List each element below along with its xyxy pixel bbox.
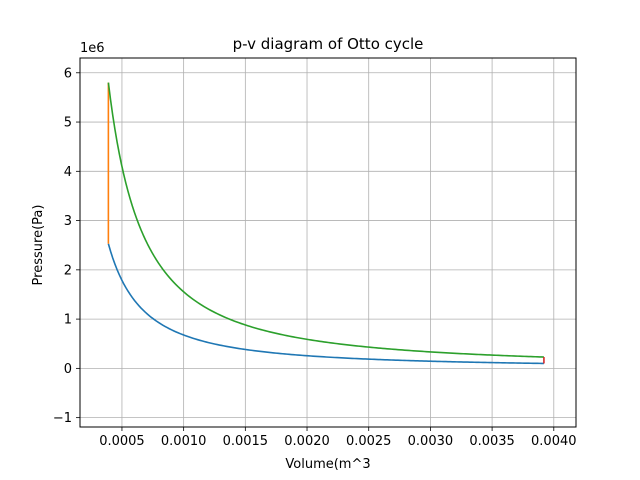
y-tick-label: 1 [64,313,72,328]
series-lines [107,82,545,365]
x-tick-label: 0.0025 [346,434,392,449]
y-tick-label: 4 [64,165,72,180]
y-scale-multiplier: 1e6 [80,41,105,56]
series-line-0 [107,243,544,365]
x-tick-label: 0.0005 [99,434,145,449]
y-tick-label: 3 [64,214,72,229]
plot-frame [79,57,577,428]
x-tick-label: 0.0020 [284,434,330,449]
x-tick-label: 0.0040 [531,434,577,449]
y-tick-label: 6 [64,66,72,81]
y-tick-label: 5 [64,116,72,131]
y-axis-label: Pressure(Pa) [31,205,46,286]
y-tick-label: 0 [64,362,72,377]
ticks: 0.0005 0.0010 0.0015 0.0020 0.0025 0.0030 0.00… [53,66,577,449]
y-tick-label: 2 [64,263,72,278]
x-axis-label: Volume(m^3 [285,457,370,472]
x-tick-label: 0.0010 [161,434,207,449]
series-line-2 [107,82,544,358]
y-tick-label: −1 [53,411,72,426]
x-tick-label: 0.0035 [469,434,515,449]
x-tick-label: 0.0015 [223,434,269,449]
chart-title: p-v diagram of Otto cycle [233,35,424,53]
x-tick-label: 0.0030 [408,434,454,449]
